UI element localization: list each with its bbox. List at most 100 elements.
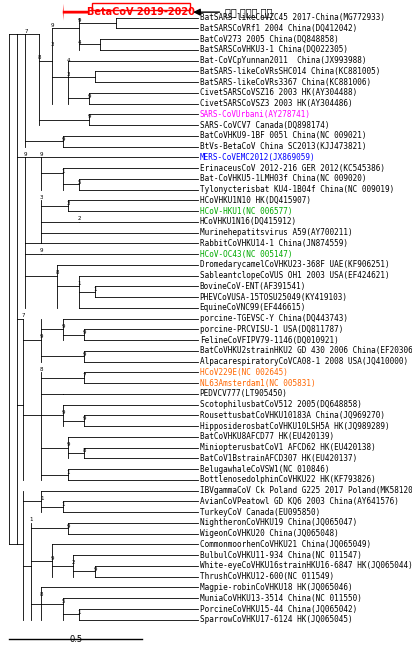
Text: 7: 7 <box>24 29 28 34</box>
Text: CommonmoorhenCoVHKU21 China(JQ065049): CommonmoorhenCoVHKU21 China(JQ065049) <box>200 540 371 549</box>
Text: 3: 3 <box>67 201 70 206</box>
Text: White-eyeCoVHKU16strainHKU16-6847 HK(JQ065044): White-eyeCoVHKU16strainHKU16-6847 HK(JQ0… <box>200 561 412 570</box>
Text: DromedarycamelCoVHKU23-368F UAE(KF906251): DromedarycamelCoVHKU23-368F UAE(KF906251… <box>200 260 389 270</box>
Text: PHEVCoVUSA-15TOSU25049(KY419103): PHEVCoVUSA-15TOSU25049(KY419103) <box>200 293 348 301</box>
Text: BulbulCoVHKU11-934 China(NC 011547): BulbulCoVHKU11-934 China(NC 011547) <box>200 551 362 560</box>
Text: BatSARS-likeCoVRsSHC014 China(KC881005): BatSARS-likeCoVRsSHC014 China(KC881005) <box>200 67 380 76</box>
Text: 9: 9 <box>67 524 70 529</box>
Text: 5: 5 <box>77 179 81 185</box>
Text: 9: 9 <box>51 556 54 561</box>
Text: 1: 1 <box>40 496 44 501</box>
Text: 9: 9 <box>61 323 65 329</box>
Text: 1: 1 <box>61 168 65 174</box>
Text: BovineCoV-ENT(AF391541): BovineCoV-ENT(AF391541) <box>200 282 306 291</box>
Text: HCoV-HKU1(NC 006577): HCoV-HKU1(NC 006577) <box>200 207 292 216</box>
Text: BetaCoV 2019-2020: BetaCoV 2019-2020 <box>87 7 195 17</box>
Text: ScotophilusbatCoV512 2005(DQ648858): ScotophilusbatCoV512 2005(DQ648858) <box>200 400 362 409</box>
Text: PorcineCoVHKU15-44 China(JQ065042): PorcineCoVHKU15-44 China(JQ065042) <box>200 605 357 614</box>
Text: 9: 9 <box>93 567 97 572</box>
Text: HCoV229E(NC 002645): HCoV229E(NC 002645) <box>200 368 288 377</box>
Text: porcine-PRCVISU-1 USA(DQ811787): porcine-PRCVISU-1 USA(DQ811787) <box>200 325 343 334</box>
Text: 7: 7 <box>82 373 86 378</box>
Text: 0.5: 0.5 <box>69 636 82 645</box>
Text: HCoVHKU1N16(DQ415912): HCoVHKU1N16(DQ415912) <box>200 217 297 226</box>
Text: 2: 2 <box>72 561 75 565</box>
Text: Magpie-robinCoVHKU18 HK(JQ065046): Magpie-robinCoVHKU18 HK(JQ065046) <box>200 583 352 592</box>
Text: RabbitCoVHKU14-1 China(JN874559): RabbitCoVHKU14-1 China(JN874559) <box>200 239 348 248</box>
Text: 9: 9 <box>67 442 70 447</box>
Text: BelugawhaleCoVSW1(NC 010846): BelugawhaleCoVSW1(NC 010846) <box>200 465 329 474</box>
Text: 1: 1 <box>61 502 65 507</box>
Text: WigeonCoVHKU20 China(JQ065048): WigeonCoVHKU20 China(JQ065048) <box>200 529 338 538</box>
Text: 5: 5 <box>61 599 65 604</box>
Text: TurkeyCoV Canada(EU095850): TurkeyCoV Canada(EU095850) <box>200 507 320 516</box>
Text: 2: 2 <box>77 216 81 221</box>
Text: Bat-CoVHKU5-1LMH03f China(NC 009020): Bat-CoVHKU5-1LMH03f China(NC 009020) <box>200 174 366 183</box>
Text: FelineCoVFIPV79-1146(DQ010921): FelineCoVFIPV79-1146(DQ010921) <box>200 336 338 345</box>
Text: 4: 4 <box>77 40 81 45</box>
Text: BtVs-BetaCoV China SC2013(KJJ473821): BtVs-BetaCoV China SC2013(KJJ473821) <box>200 142 366 151</box>
Text: 한국 분리주 포함: 한국 분리주 포함 <box>225 7 272 17</box>
Text: 4: 4 <box>67 58 70 63</box>
Text: RousettusbatCoVHKU10183A China(JQ969270): RousettusbatCoVHKU10183A China(JQ969270) <box>200 411 385 420</box>
Text: 9: 9 <box>82 416 86 421</box>
Text: Tylonycterisbat KU4-1B04f China(NC 009019): Tylonycterisbat KU4-1B04f China(NC 00901… <box>200 185 394 194</box>
Text: SARS-CoVCV7 Canada(DQ898174): SARS-CoVCV7 Canada(DQ898174) <box>200 121 329 130</box>
Text: HCoV-OC43(NC 005147): HCoV-OC43(NC 005147) <box>200 249 292 259</box>
Text: IBVgammaCoV Ck Poland G225 2017 Poland(MK581208): IBVgammaCoV Ck Poland G225 2017 Poland(M… <box>200 486 412 495</box>
Text: 8: 8 <box>40 367 44 372</box>
Text: 9: 9 <box>61 137 65 141</box>
Text: 7: 7 <box>21 313 25 318</box>
Text: 3: 3 <box>67 72 70 77</box>
FancyBboxPatch shape <box>92 3 190 10</box>
Text: CivetSARSCoVSZ16 2003 HK(AY304488): CivetSARSCoVSZ16 2003 HK(AY304488) <box>200 88 357 97</box>
Text: BottlenosedolphinCoVHKU22 HK(KF793826): BottlenosedolphinCoVHKU22 HK(KF793826) <box>200 476 375 485</box>
Text: Bat-CoVCpYunnan2011  China(JX993988): Bat-CoVCpYunnan2011 China(JX993988) <box>200 56 366 65</box>
Text: 9: 9 <box>51 23 54 28</box>
Text: BatCoV273 2005 China(DQ848858): BatCoV273 2005 China(DQ848858) <box>200 34 338 43</box>
Text: HipposiderosbatCoVHKU10LSH5A HK(JQ989289): HipposiderosbatCoVHKU10LSH5A HK(JQ989289… <box>200 422 389 431</box>
Text: 9: 9 <box>88 93 91 98</box>
Text: 9: 9 <box>82 330 86 335</box>
Text: AlpacarespiratoryCoVCA08-1 2008 USA(JQ410000): AlpacarespiratoryCoVCA08-1 2008 USA(JQ41… <box>200 357 408 366</box>
Text: 9: 9 <box>40 248 44 253</box>
Text: 9: 9 <box>88 114 91 119</box>
Text: 8: 8 <box>40 592 44 597</box>
Text: MERS-CoVEMC2012(JX869059): MERS-CoVEMC2012(JX869059) <box>200 153 315 162</box>
Text: 9: 9 <box>77 18 81 23</box>
Text: 9: 9 <box>40 334 44 340</box>
Text: 9: 9 <box>40 152 44 157</box>
Text: NL63Amsterdam1(NC 005831): NL63Amsterdam1(NC 005831) <box>200 378 315 388</box>
Text: porcine-TGEVSC-Y China(DQ443743): porcine-TGEVSC-Y China(DQ443743) <box>200 314 348 323</box>
Text: ThrushCoVHKU12-600(NC 011549): ThrushCoVHKU12-600(NC 011549) <box>200 572 334 581</box>
Text: BatSARS-likeCoVZC45 2017-China(MG772933): BatSARS-likeCoVZC45 2017-China(MG772933) <box>200 13 385 22</box>
Text: 1: 1 <box>67 470 70 475</box>
Text: 9: 9 <box>24 152 28 157</box>
Text: 1: 1 <box>77 281 81 286</box>
Text: 1: 1 <box>77 610 81 615</box>
Text: HCoVHKU1N10 HK(DQ415907): HCoVHKU1N10 HK(DQ415907) <box>200 196 311 205</box>
Text: 9: 9 <box>82 352 86 356</box>
Text: 3: 3 <box>51 42 54 47</box>
Text: 3: 3 <box>40 194 44 200</box>
Text: 1: 1 <box>29 517 33 522</box>
Text: AvianCoVPeatowl GD KQ6 2003 China(AY641576): AvianCoVPeatowl GD KQ6 2003 China(AY6415… <box>200 497 398 506</box>
Text: SparrowCoVHKU17-6124 HK(JQ065045): SparrowCoVHKU17-6124 HK(JQ065045) <box>200 615 352 624</box>
Text: SableantclopeCoVUS OH1 2003 USA(EF424621): SableantclopeCoVUS OH1 2003 USA(EF424621… <box>200 271 389 280</box>
Text: MiniopterusbatCoV1 AFCD62 HK(EU420138): MiniopterusbatCoV1 AFCD62 HK(EU420138) <box>200 443 375 452</box>
Text: 8: 8 <box>56 270 59 275</box>
Text: BatCoV1BstrainAFCD307 HK(EU420137): BatCoV1BstrainAFCD307 HK(EU420137) <box>200 454 357 463</box>
Text: BatSARSCoVRf1 2004 China(DQ412042): BatSARSCoVRf1 2004 China(DQ412042) <box>200 24 357 33</box>
Text: NightheronCoVHKU19 China(JQ065047): NightheronCoVHKU19 China(JQ065047) <box>200 518 357 527</box>
Text: SARS-CoVUrbani(AY278741): SARS-CoVUrbani(AY278741) <box>200 110 311 119</box>
Text: BatCoVHKU9-1BF 005l China(NC 009021): BatCoVHKU9-1BF 005l China(NC 009021) <box>200 132 366 141</box>
Text: 1: 1 <box>93 287 97 292</box>
Text: BatCoVHKU8AFCD77 HK(EU420139): BatCoVHKU8AFCD77 HK(EU420139) <box>200 432 334 441</box>
Text: BatSARSCoVHKU3-1 China(DQ022305): BatSARSCoVHKU3-1 China(DQ022305) <box>200 45 348 54</box>
Text: Murinehepatitsvirus A59(AY700211): Murinehepatitsvirus A59(AY700211) <box>200 228 352 237</box>
Text: CivetSARSCoVSZ3 2003 HK(AY304486): CivetSARSCoVSZ3 2003 HK(AY304486) <box>200 99 352 108</box>
Text: BatCoVHKU2strainHKU2 GD 430 2006 China(EF203064): BatCoVHKU2strainHKU2 GD 430 2006 China(E… <box>200 347 412 355</box>
Text: EquineCoVNC99(EF446615): EquineCoVNC99(EF446615) <box>200 303 306 312</box>
Text: 8: 8 <box>82 448 86 454</box>
Text: 8: 8 <box>37 55 41 60</box>
